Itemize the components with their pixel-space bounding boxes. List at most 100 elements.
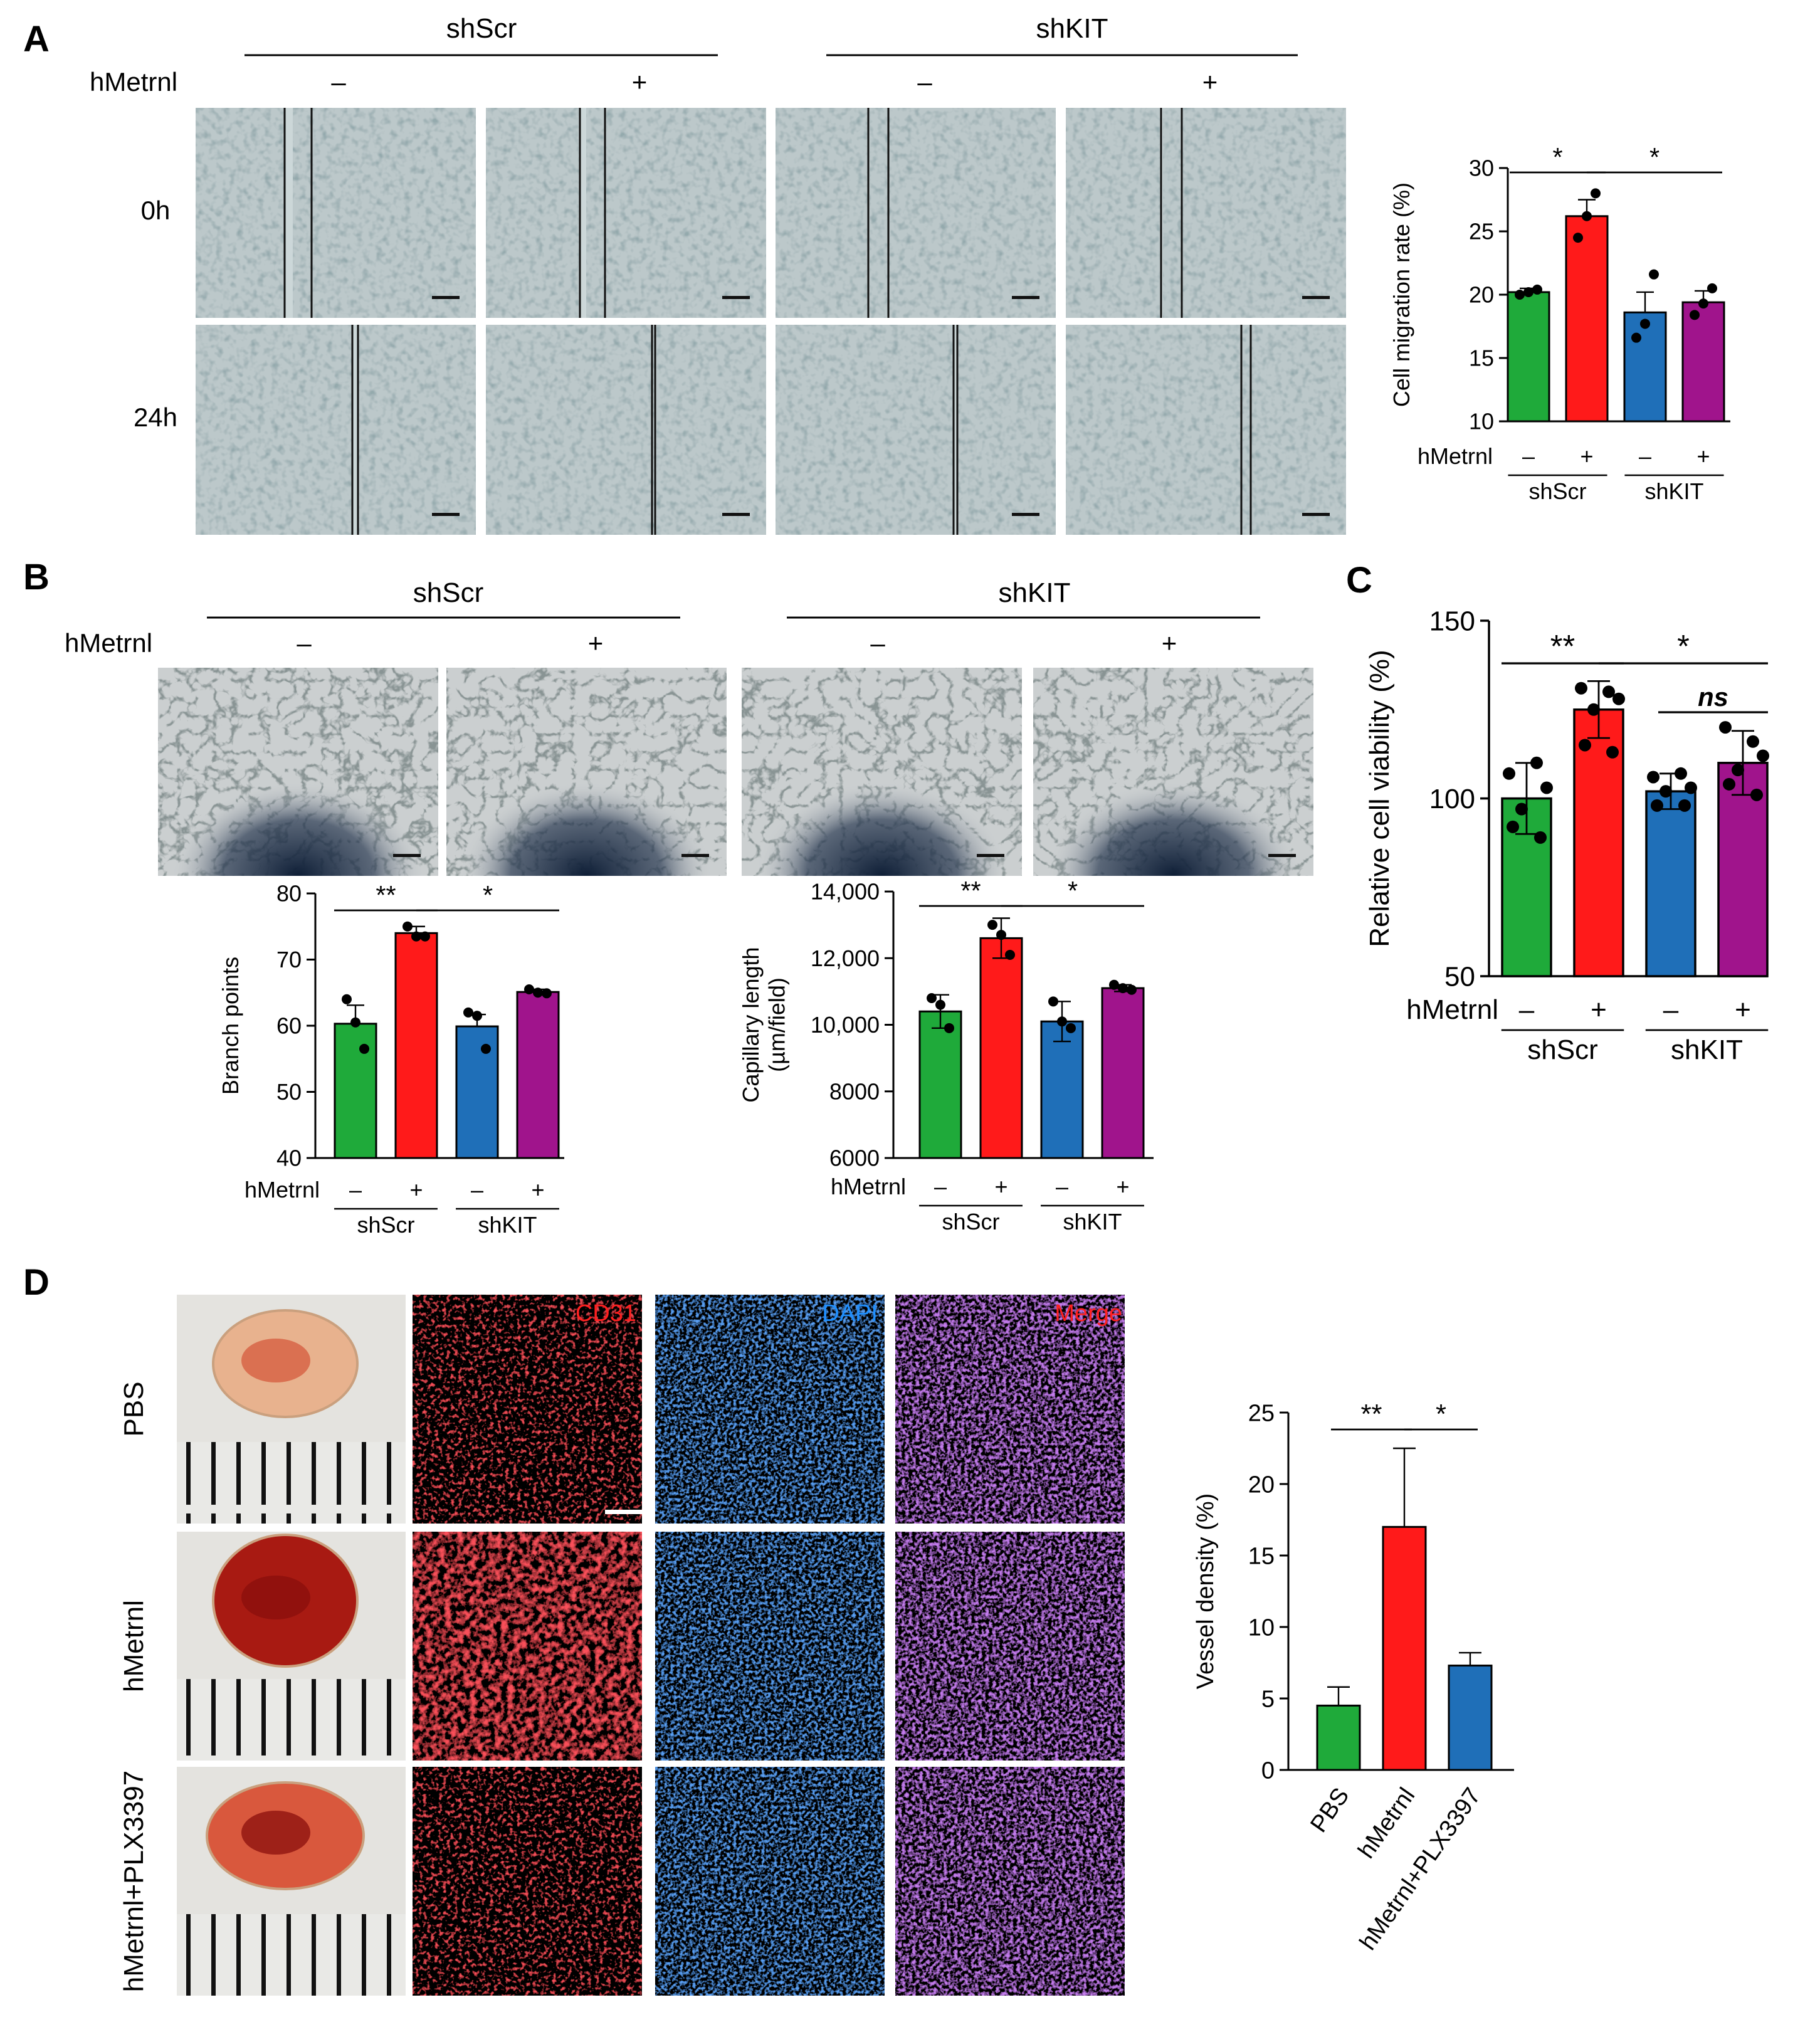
fluorescence-image bbox=[655, 1532, 885, 1761]
channel-label-merge: Merge bbox=[1055, 1300, 1122, 1327]
y-tick-label: 150 bbox=[1429, 606, 1475, 636]
cell-texture bbox=[776, 108, 1056, 318]
ruler bbox=[177, 1442, 406, 1524]
wound-gap bbox=[954, 325, 957, 535]
data-point bbox=[420, 931, 430, 942]
treatment-label: hMetrnl bbox=[831, 1174, 906, 1199]
scratch-wound-image bbox=[486, 325, 766, 535]
scale-bar bbox=[605, 1510, 643, 1514]
fluorescence-image bbox=[655, 1767, 885, 1996]
data-point bbox=[1685, 781, 1697, 794]
data-point bbox=[1579, 739, 1591, 752]
category-label: hMetrnl+PLX3397 bbox=[1355, 1783, 1486, 1955]
data-point bbox=[1675, 767, 1687, 780]
chart-capillary: 6000 8000 10,000 12,000 14,000 Capillary leng… bbox=[738, 876, 1154, 1234]
data-point bbox=[1631, 332, 1641, 343]
group-label: shKIT bbox=[478, 1212, 537, 1238]
y-tick-label: 60 bbox=[276, 1013, 302, 1039]
treatment-sign: + bbox=[1580, 443, 1593, 469]
treatment-sign: + bbox=[1735, 994, 1751, 1025]
y-tick-label: 20 bbox=[1248, 1471, 1275, 1498]
fluorescence-image bbox=[413, 1767, 642, 1996]
data-point bbox=[1118, 983, 1128, 994]
data-point bbox=[1109, 979, 1119, 990]
treatment-sign: – bbox=[1522, 443, 1535, 469]
panel-a-group-shscr: shScr bbox=[446, 13, 517, 44]
panel-d-row-label: PBS bbox=[118, 1381, 149, 1436]
chart-migration: 10 15 20 25 30 Cell migration rate (%) * * hMetr… bbox=[1389, 143, 1730, 504]
group-label: shKIT bbox=[1063, 1209, 1122, 1234]
data-point bbox=[542, 988, 552, 999]
bar bbox=[1316, 1704, 1361, 1771]
scale-bar bbox=[681, 854, 709, 857]
scale-bar bbox=[432, 296, 460, 299]
bar bbox=[516, 991, 560, 1159]
data-point bbox=[1523, 287, 1533, 297]
tube-formation-image bbox=[1033, 668, 1313, 876]
group-label: shScr bbox=[1528, 478, 1586, 504]
scratch-wound-image bbox=[1066, 108, 1346, 318]
scale-bar bbox=[977, 854, 1004, 857]
stain-texture bbox=[895, 1532, 1125, 1761]
y-tick-label: 25 bbox=[1248, 1400, 1275, 1426]
group-label: shScr bbox=[942, 1209, 999, 1234]
stain-texture bbox=[413, 1295, 642, 1524]
y-tick-label: 10 bbox=[1469, 409, 1494, 434]
cell-texture bbox=[196, 108, 476, 318]
panel-b-treatment-sign: + bbox=[1162, 628, 1177, 658]
data-point bbox=[996, 930, 1006, 940]
data-point bbox=[1719, 721, 1732, 734]
panel-a-treatment-label: hMetrnl bbox=[90, 67, 177, 97]
data-point bbox=[1660, 785, 1672, 798]
treatment-sign: – bbox=[1056, 1174, 1068, 1199]
y-axis-label: Vessel density (%) bbox=[1192, 1493, 1219, 1690]
significance-label: ** bbox=[1550, 628, 1575, 664]
y-tick-label: 50 bbox=[1444, 961, 1475, 992]
cell-texture bbox=[1066, 108, 1346, 318]
data-point bbox=[1651, 799, 1663, 812]
panel-b-treatment-sign: + bbox=[588, 628, 604, 658]
panel-a-treatment-sign: + bbox=[632, 67, 648, 97]
panel-a-time-24h: 24h bbox=[134, 403, 177, 432]
y-tick-label: 5 bbox=[1261, 1686, 1275, 1712]
data-point bbox=[1048, 996, 1058, 1007]
data-point bbox=[1127, 984, 1137, 995]
treatment-sign: + bbox=[409, 1177, 423, 1203]
data-point bbox=[463, 1007, 473, 1018]
panel-b-treatment-label: hMetrnl bbox=[65, 628, 152, 658]
data-point bbox=[1640, 318, 1650, 329]
fluorescence-image bbox=[895, 1532, 1125, 1761]
data-point bbox=[1698, 298, 1708, 309]
plug-highlight bbox=[241, 1339, 310, 1382]
data-point bbox=[1057, 1016, 1067, 1027]
bar bbox=[1101, 987, 1145, 1159]
data-point bbox=[1757, 749, 1769, 762]
data-point bbox=[342, 994, 352, 1004]
wound-gap bbox=[285, 108, 293, 318]
data-point bbox=[1690, 310, 1700, 320]
tissue-photo bbox=[177, 1532, 406, 1761]
treatment-sign: – bbox=[349, 1177, 362, 1203]
scale-bar bbox=[722, 296, 750, 299]
stain-texture bbox=[413, 1767, 642, 1996]
y-tick-label: 12,000 bbox=[811, 945, 880, 971]
significance-label: ** bbox=[960, 876, 981, 905]
group-label: shScr bbox=[1527, 1034, 1597, 1065]
panel-d-row-label: hMetrnl+PLX3397 bbox=[118, 1771, 149, 1992]
y-tick-label: 100 bbox=[1429, 784, 1475, 814]
y-tick-label: 50 bbox=[276, 1079, 302, 1105]
cell-texture bbox=[776, 325, 1056, 535]
y-tick-label: 25 bbox=[1469, 219, 1494, 245]
bar bbox=[455, 1025, 499, 1159]
significance-label: * bbox=[1552, 143, 1562, 172]
category-label: PBS bbox=[1305, 1783, 1354, 1837]
significance-label: * bbox=[483, 881, 493, 910]
y-tick-label: 0 bbox=[1261, 1757, 1275, 1784]
y-tick-label: 10 bbox=[1248, 1614, 1275, 1641]
stain-texture bbox=[655, 1532, 885, 1761]
scale-bar bbox=[1012, 296, 1039, 299]
category-label: hMetrnl bbox=[1353, 1783, 1420, 1863]
data-point bbox=[1591, 188, 1601, 199]
data-point bbox=[1575, 682, 1587, 695]
